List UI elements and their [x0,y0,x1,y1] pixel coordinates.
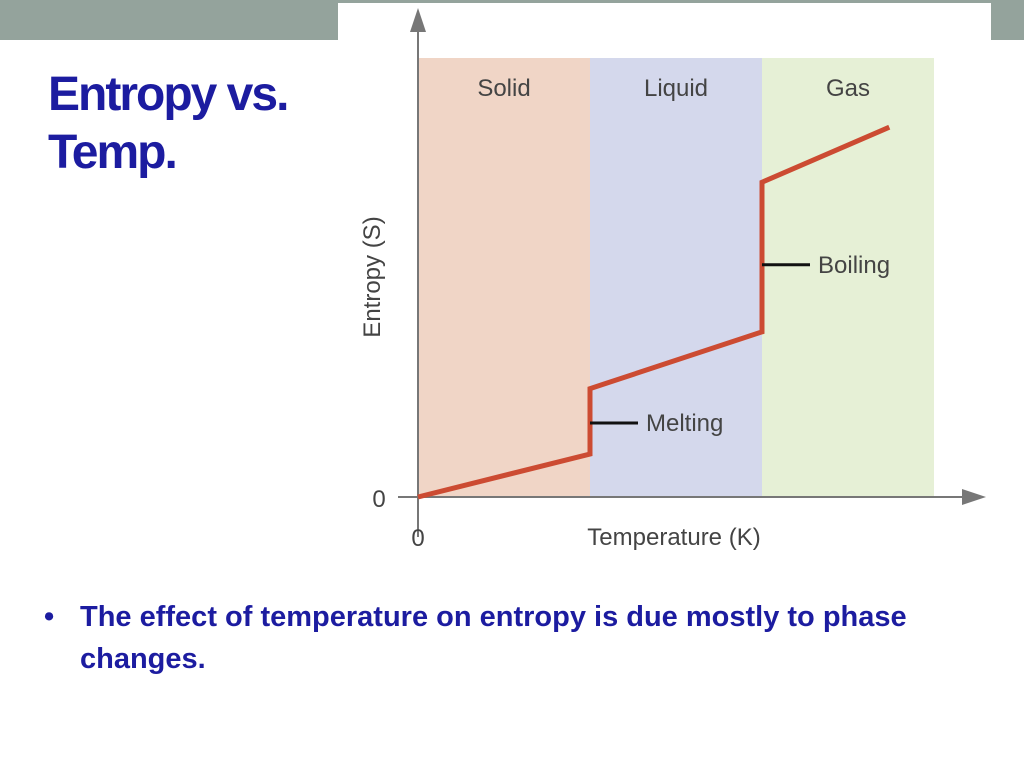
x-axis-label: Temperature (K) [587,524,760,551]
annotation-melting: Melting [646,410,723,437]
chart-axes [398,8,986,537]
entropy-temperature-chart: Solid Liquid Gas Melting Boiling 00 Temperat… [359,8,986,552]
bullet-point: • The effect of temperature on entropy is… [44,596,1020,680]
entropy-line [417,124,891,500]
phase-regions: Solid Liquid Gas [418,58,934,497]
region-label-solid: Solid [477,75,530,102]
region-label-liquid: Liquid [644,75,708,102]
header-bar-right [991,0,1024,40]
region-gas [762,58,934,497]
slide-title-line1: Entropy vs. [48,68,289,121]
bullet-text: The effect of temperature on entropy is … [80,601,907,675]
bullet-dot: • [44,601,55,633]
header-bar-top [338,0,991,3]
slide-title-line2: Temp. [48,126,178,179]
y-axis-arrow [410,8,426,32]
chart-series [417,124,891,500]
y-tick-label: 0 [372,486,385,513]
chart-annotations: Melting Boiling [590,252,890,437]
chart-labels: 00 Temperature (K) Entropy (S) [359,216,761,552]
x-tick-label: 0 [411,525,424,552]
y-axis-label: Entropy (S) [359,216,386,337]
region-label-gas: Gas [826,75,870,102]
annotation-boiling: Boiling [818,252,890,279]
header-bar-left [0,0,338,40]
slide-title: Entropy vs. Temp. [48,66,348,182]
x-axis-arrow [962,489,986,505]
region-solid [418,58,590,497]
